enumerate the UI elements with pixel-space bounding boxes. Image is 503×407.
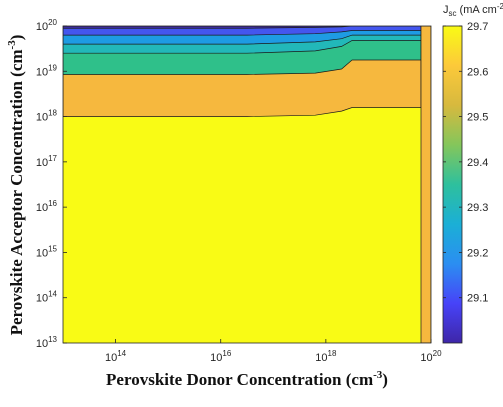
colorbar-ticks: 29.1 29.2 29.3 29.4 29.5 29.6 29.7 <box>443 21 488 305</box>
y-tick-label: 1019 <box>36 63 58 78</box>
plot-frame <box>62 25 432 344</box>
x-tick-label: 1014 <box>105 349 127 364</box>
contour-band-29-29.1 <box>63 26 421 29</box>
colorbar-tick-label: 29.7 <box>467 21 488 33</box>
y-tick-label: 1018 <box>36 109 58 124</box>
contour-band-right-edge <box>420 26 431 343</box>
colorbar <box>443 26 462 343</box>
y-axis-ticks: 1013 1014 1015 1016 1017 1018 1019 1020 <box>36 18 67 350</box>
x-axis-ticks: 1014 1016 1018 1020 <box>105 339 442 364</box>
y-tick-label: 1016 <box>36 199 58 214</box>
y-tick-label: 1020 <box>36 18 58 33</box>
colorbar-tick-label: 29.6 <box>467 66 488 78</box>
colorbar-title: Jsc (mA cm-2) <box>443 2 503 18</box>
colorbar-tick-label: 29.1 <box>467 293 488 305</box>
y-axis-title: Perovskite Acceptor Concentration (cm-3) <box>6 35 26 336</box>
x-tick-label: 1020 <box>420 349 442 364</box>
y-tick-label: 1015 <box>36 244 58 259</box>
y-tick-label: 1013 <box>36 335 58 350</box>
colorbar-tick-label: 29.3 <box>467 202 488 214</box>
y-tick-label: 1017 <box>36 154 58 169</box>
colorbar-tick-label: 29.5 <box>467 112 488 124</box>
x-axis-title: Perovskite Donor Concentration (cm-3) <box>106 369 388 389</box>
colorbar-frame <box>442 25 463 344</box>
x-tick-label: 1018 <box>315 349 337 364</box>
contour-fills <box>63 26 431 343</box>
y-tick-label: 1014 <box>36 290 58 305</box>
colorbar-tick-label: 29.2 <box>467 247 488 259</box>
x-tick-label: 1016 <box>210 349 232 364</box>
colorbar-tick-label: 29.4 <box>467 157 488 169</box>
